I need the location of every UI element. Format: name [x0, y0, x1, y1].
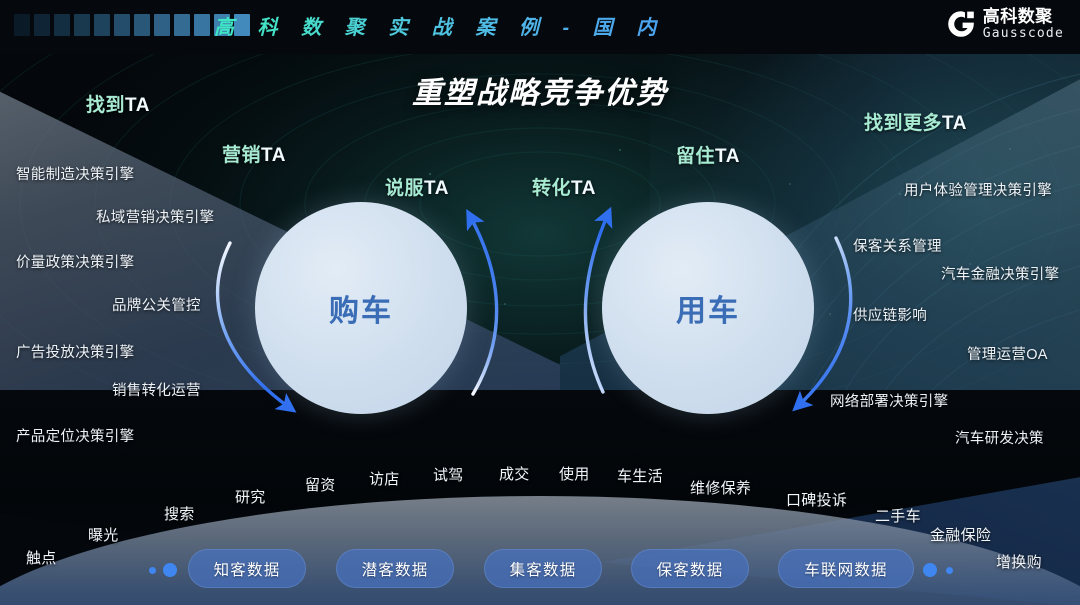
header-bar-segment	[214, 14, 230, 36]
header-bar-segment	[174, 14, 190, 36]
header-bar-segment	[114, 14, 130, 36]
journey-stage-2: 搜索	[164, 506, 195, 523]
journey-stage-1: 曝光	[88, 527, 119, 544]
pill-dot-0	[149, 567, 156, 574]
logo-cn-text: 高科数聚	[982, 7, 1053, 26]
right-engine-label-5: 网络部署决策引擎	[830, 394, 949, 410]
circle-buy-car[interactable]: 购车	[255, 202, 467, 414]
right-engine-label-2: 汽车金融决策引擎	[941, 267, 1060, 283]
left-engine-label-1: 私域营销决策引擎	[96, 210, 215, 226]
header-title: 高 科 数 聚 实 战 案 例 - 国 内	[214, 11, 665, 40]
left-engine-label-0: 智能制造决策引擎	[16, 167, 135, 183]
brand-logo[interactable]: 高科数聚 Gausscode	[946, 8, 1064, 40]
stage-label-3: 转化TA	[532, 173, 596, 200]
header-bar-segment	[234, 14, 250, 36]
journey-stage-9: 车生活	[617, 468, 663, 485]
data-pill-3[interactable]: 保客数据	[631, 549, 749, 588]
stage-label-0: 找到TA	[86, 90, 150, 117]
left-engine-label-2: 价量政策决策引擎	[16, 255, 135, 271]
journey-stage-4: 留资	[305, 477, 336, 494]
journey-stage-0: 触点	[26, 550, 57, 567]
header-bar-segment	[54, 14, 70, 36]
gausscode-logo-icon	[946, 9, 976, 39]
data-pill-1[interactable]: 潜客数据	[336, 549, 454, 588]
left-engine-label-6: 产品定位决策引擎	[16, 429, 135, 445]
stage-label-1: 营销TA	[222, 140, 286, 167]
stage-label-2: 说服TA	[385, 173, 449, 200]
journey-stage-5: 访店	[369, 471, 400, 488]
logo-text: 高科数聚 Gausscode	[983, 8, 1064, 40]
stage-label-en: TA	[942, 113, 967, 134]
header-bar-segment	[154, 14, 170, 36]
left-engine-label-5: 销售转化运营	[112, 383, 201, 399]
header-bar-segment	[74, 14, 90, 36]
journey-stage-7: 成交	[499, 466, 530, 483]
slide-header: 高 科 数 聚 实 战 案 例 - 国 内 高科数聚 Gausscode	[0, 0, 1080, 54]
journey-stage-11: 口碑投诉	[786, 492, 848, 509]
header-bar-segment	[134, 14, 150, 36]
stage-label-en: TA	[424, 178, 449, 199]
stage-label-cn: 营销	[222, 145, 262, 166]
header-bar-segment	[194, 14, 210, 36]
stage-label-cn: 找到更多	[864, 113, 943, 134]
data-pill-4[interactable]: 车联网数据	[778, 549, 914, 588]
stage-label-cn: 留住	[676, 146, 716, 167]
journey-stage-8: 使用	[559, 466, 590, 483]
right-engine-label-3: 供应链影响	[853, 308, 927, 324]
header-bar-segment	[94, 14, 110, 36]
left-engine-label-3: 品牌公关管控	[112, 298, 201, 314]
right-engine-label-4: 管理运营OA	[967, 347, 1048, 363]
logo-en-text: Gausscode	[982, 26, 1064, 41]
right-engine-label-0: 用户体验管理决策引擎	[904, 183, 1052, 199]
pill-dot-2	[923, 563, 937, 577]
journey-stage-6: 试驾	[433, 467, 464, 484]
journey-stage-14: 增换购	[996, 554, 1042, 571]
stage-label-cn: 找到	[86, 95, 126, 116]
left-engine-label-4: 广告投放决策引擎	[16, 345, 135, 361]
stage-label-en: TA	[261, 145, 286, 166]
pill-dot-1	[163, 563, 177, 577]
header-bar-segment	[14, 14, 30, 36]
data-pill-row: 知客数据 潜客数据 集客数据 保客数据 车联网数据	[0, 549, 1080, 594]
stage-label-5: 找到更多TA	[864, 108, 967, 135]
stage-label-en: TA	[571, 178, 596, 199]
stage-label-cn: 转化	[532, 178, 572, 199]
journey-stage-3: 研究	[235, 489, 266, 506]
data-pill-2[interactable]: 集客数据	[484, 549, 602, 588]
data-pill-0[interactable]: 知客数据	[188, 549, 306, 588]
right-engine-label-6: 汽车研发决策	[955, 431, 1044, 447]
journey-stage-12: 二手车	[875, 508, 921, 525]
pill-dot-3	[946, 567, 953, 574]
right-engine-label-1: 保客关系管理	[853, 239, 942, 255]
circle-use-car[interactable]: 用车	[602, 202, 814, 414]
journey-stage-10: 维修保养	[690, 480, 752, 497]
journey-stage-13: 金融保险	[930, 527, 992, 544]
stage-label-en: TA	[125, 95, 150, 116]
header-bar-segment	[34, 14, 50, 36]
page-title: 重塑战略竞争优势	[412, 77, 668, 110]
stage-label-cn: 说服	[385, 178, 425, 199]
stage-label-en: TA	[715, 146, 740, 167]
stage-label-4: 留住TA	[676, 141, 740, 168]
header-bar-decoration	[14, 14, 250, 36]
